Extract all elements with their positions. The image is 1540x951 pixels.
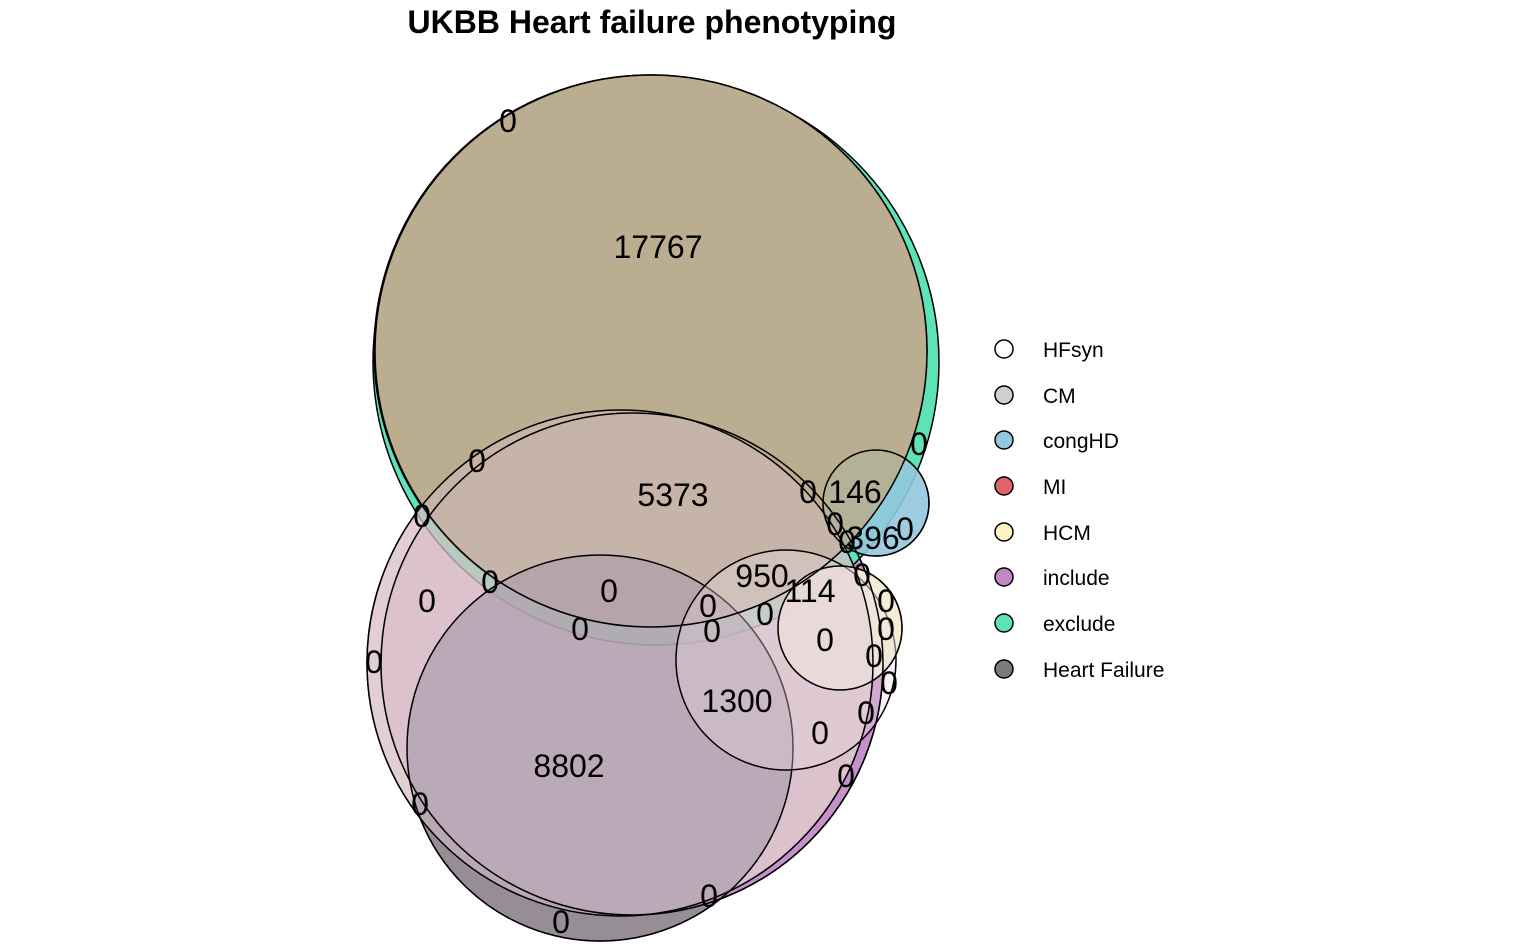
region-label: 0 (880, 665, 898, 701)
legend-label: congHD (1043, 430, 1119, 453)
legend-swatch (994, 339, 1014, 359)
chart-title: UKBB Heart failure phenotyping (408, 4, 897, 40)
region-label: 0 (418, 583, 436, 619)
legend-item-hcm: HCM (994, 522, 1091, 545)
region-label: 0 (413, 498, 431, 534)
set-circle-conghd-small-outline (822, 449, 930, 557)
region-label: 0 (896, 511, 914, 547)
legend-swatch (994, 613, 1014, 633)
legend-label: HCM (1043, 522, 1091, 545)
region-label: 17767 (614, 229, 703, 265)
venn-circles (366, 74, 940, 942)
region-label: 0 (865, 638, 883, 674)
region-label: 0 (826, 506, 844, 542)
legend-swatch (994, 522, 1014, 542)
region-label: 0 (499, 103, 517, 139)
legend-label: HFsyn (1043, 339, 1104, 362)
set-circle-cm-outline (374, 74, 928, 628)
legend-swatch (994, 430, 1014, 450)
region-label: 5373 (637, 477, 708, 513)
region-label: 0 (910, 426, 928, 462)
region-label: 0 (552, 904, 570, 940)
region-label: 0 (468, 443, 486, 479)
region-label: 950 (735, 558, 788, 594)
region-label: 0 (877, 583, 895, 619)
legend: HFsyn CM congHD MI HCM include exclude (994, 339, 1164, 682)
legend-item-exclude: exclude (994, 613, 1115, 636)
region-label: 0 (365, 644, 383, 680)
region-label: 0 (700, 878, 718, 914)
region-label: 0 (481, 564, 499, 600)
legend-label: MI (1043, 476, 1066, 499)
region-label: 1300 (701, 683, 772, 719)
region-label: 0 (877, 611, 895, 647)
legend-label: CM (1043, 385, 1076, 408)
legend-swatch (994, 659, 1014, 679)
region-label: 0 (756, 596, 774, 632)
region-label: 114 (784, 573, 835, 609)
region-label: 8802 (533, 748, 604, 784)
legend-item-cm: CM (994, 385, 1076, 408)
region-labels: 17767 5373 146 396 950 114 1300 8802 0 0… (365, 103, 928, 940)
legend-item-hfsyn: HFsyn (994, 339, 1104, 362)
region-label: 0 (838, 524, 856, 560)
set-circle-hfsyn-outline (366, 409, 874, 917)
region-label: 0 (816, 622, 834, 658)
set-circle-include-outline (380, 412, 884, 916)
region-label: 0 (600, 573, 618, 609)
overlay-hf-fill (406, 554, 794, 942)
legend-label: exclude (1043, 613, 1115, 636)
legend-swatch (994, 476, 1014, 496)
region-label: 396 (846, 520, 899, 556)
region-label: 0 (411, 786, 429, 822)
legend-item-include: include (994, 567, 1110, 590)
set-circle-hcm-outline (777, 565, 903, 691)
region-label: 0 (571, 611, 589, 647)
region-label: 0 (699, 588, 717, 624)
region-label: 146 (828, 474, 881, 510)
region-label: 0 (853, 557, 871, 593)
legend-swatch (994, 567, 1014, 587)
region-label: 0 (703, 613, 721, 649)
legend-label: include (1043, 567, 1110, 590)
region-label: 0 (837, 758, 855, 794)
legend-item-mi: MI (994, 476, 1066, 499)
legend-item-heartfailure: Heart Failure (994, 659, 1164, 682)
region-label: 0 (857, 695, 875, 731)
legend-label: Heart Failure (1043, 659, 1164, 682)
legend-item-conghd: congHD (994, 430, 1119, 453)
region-label: 0 (811, 715, 829, 751)
region-label: 0 (799, 474, 817, 510)
legend-swatch (994, 385, 1014, 405)
